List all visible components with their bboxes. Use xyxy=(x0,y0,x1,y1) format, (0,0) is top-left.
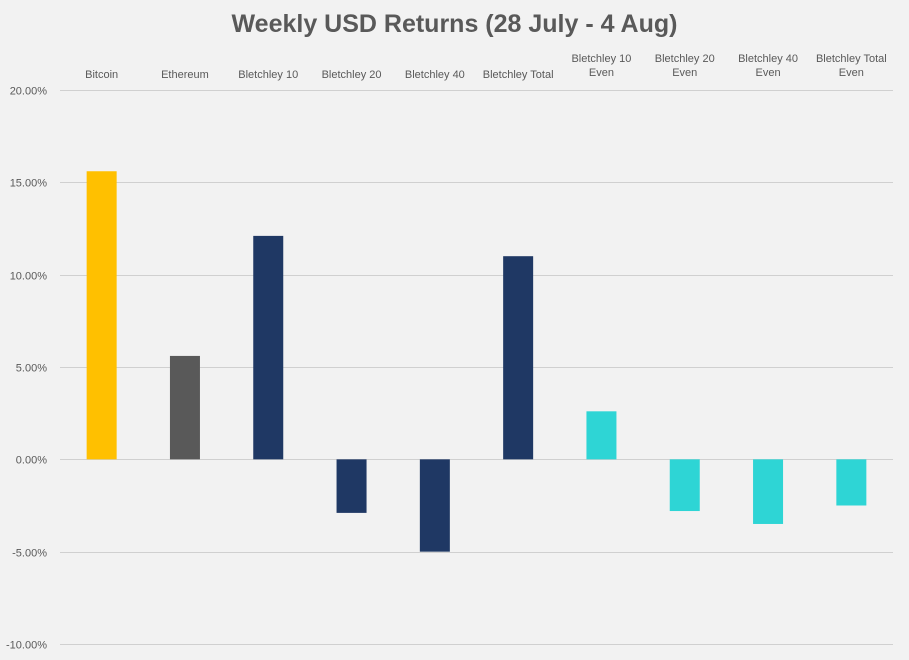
category-label: Bletchley 40 xyxy=(405,69,465,81)
y-tick-label: 5.00% xyxy=(16,363,47,375)
bar xyxy=(336,459,367,513)
bar xyxy=(836,459,867,506)
category-label: Bletchley 10 xyxy=(238,69,298,81)
bar xyxy=(669,459,700,512)
category-label: Bletchley 20 Even xyxy=(655,53,715,79)
bar xyxy=(503,256,534,460)
category-label: Bitcoin xyxy=(85,69,118,81)
category-label: Ethereum xyxy=(161,69,209,81)
category-label: Bletchley Total xyxy=(483,69,554,81)
bar xyxy=(586,411,617,460)
y-tick-label: -10.00% xyxy=(6,640,47,652)
category-label: Bletchley 40 Even xyxy=(738,53,798,79)
chart-title: Weekly USD Returns (28 July - 4 Aug) xyxy=(231,10,678,38)
y-tick-label: 15.00% xyxy=(10,178,48,190)
bar xyxy=(253,235,284,460)
category-label: Bletchley 10 Even xyxy=(571,53,631,79)
y-tick-label: -5.00% xyxy=(12,548,47,560)
category-label: Bletchley 20 xyxy=(322,69,382,81)
category-label: Bletchley Total Even xyxy=(816,53,887,79)
y-tick-label: 20.00% xyxy=(10,86,48,98)
bar xyxy=(169,355,200,460)
bar xyxy=(86,171,117,460)
bar xyxy=(753,459,784,524)
y-tick-label: 0.00% xyxy=(16,455,47,467)
bar xyxy=(419,459,450,552)
y-tick-label: 10.00% xyxy=(10,271,48,283)
